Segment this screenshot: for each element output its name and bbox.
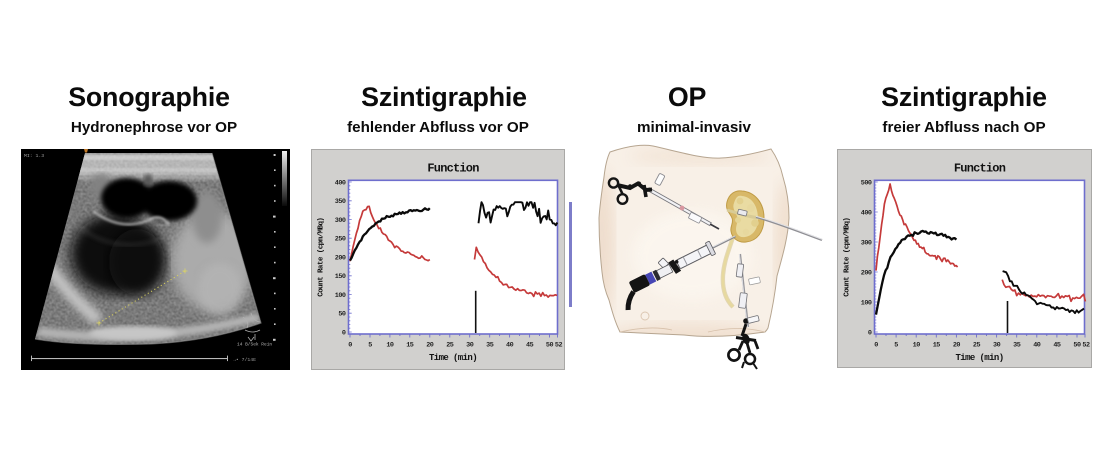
svg-text:5: 5 xyxy=(368,342,372,350)
svg-text:20: 20 xyxy=(953,342,961,350)
svg-text:40: 40 xyxy=(506,342,514,350)
svg-text:45: 45 xyxy=(1053,342,1061,350)
svg-text:50: 50 xyxy=(546,342,554,350)
svg-text:30: 30 xyxy=(993,342,1001,350)
svg-text:400: 400 xyxy=(861,209,872,217)
svg-text:10: 10 xyxy=(386,342,394,350)
svg-text:400: 400 xyxy=(335,179,346,187)
svg-text:0: 0 xyxy=(874,342,878,350)
svg-text:Count Rate (cpm/MBq): Count Rate (cpm/MBq) xyxy=(318,218,326,297)
svg-text:50: 50 xyxy=(338,311,346,319)
svg-text:200: 200 xyxy=(861,269,872,277)
svg-text:150: 150 xyxy=(335,273,346,281)
svg-text:30: 30 xyxy=(466,342,474,350)
svg-text:45: 45 xyxy=(526,342,534,350)
svg-text:300: 300 xyxy=(861,239,872,247)
svg-text:25: 25 xyxy=(973,342,981,350)
svg-text:20: 20 xyxy=(426,342,434,350)
svg-text:Time (min): Time (min) xyxy=(955,353,1003,363)
svg-text:15: 15 xyxy=(406,342,414,350)
svg-text:15: 15 xyxy=(933,342,941,350)
svg-text:Function: Function xyxy=(427,162,479,176)
svg-text:Time (min): Time (min) xyxy=(429,353,477,363)
svg-text:35: 35 xyxy=(486,342,494,350)
svg-text:10: 10 xyxy=(913,342,921,350)
svg-text:14 B/Sek Rein: 14 B/Sek Rein xyxy=(237,342,272,348)
svg-text:25: 25 xyxy=(446,342,454,350)
svg-text:0: 0 xyxy=(868,329,872,337)
svg-text:100: 100 xyxy=(861,299,872,307)
svg-text:40: 40 xyxy=(1033,342,1041,350)
svg-text:Count Rate (cpm/MBq): Count Rate (cpm/MBq) xyxy=(844,218,852,297)
svg-text:52: 52 xyxy=(555,342,563,350)
svg-text:52: 52 xyxy=(1082,342,1090,350)
svg-text:Function: Function xyxy=(954,162,1006,176)
svg-text:35: 35 xyxy=(1013,342,1021,350)
svg-text:50: 50 xyxy=(1073,342,1081,350)
svg-text:0: 0 xyxy=(348,342,352,350)
svg-text:0: 0 xyxy=(342,329,346,337)
svg-text:350: 350 xyxy=(335,198,346,206)
svg-text:→• 7/14E: →• 7/14E xyxy=(233,357,256,363)
svg-text:300: 300 xyxy=(335,217,346,225)
svg-text:MI: 1.3: MI: 1.3 xyxy=(24,153,44,159)
svg-text:5: 5 xyxy=(894,342,898,350)
svg-text:250: 250 xyxy=(335,236,346,244)
svg-text:500: 500 xyxy=(861,179,872,187)
svg-text:200: 200 xyxy=(335,254,346,262)
svg-text:100: 100 xyxy=(335,292,346,300)
